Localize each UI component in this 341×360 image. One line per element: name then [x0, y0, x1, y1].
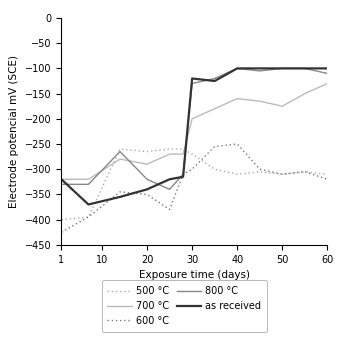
Y-axis label: Electrode potencial mV (SCE): Electrode potencial mV (SCE): [9, 55, 19, 208]
X-axis label: Exposure time (days): Exposure time (days): [139, 270, 250, 280]
Legend: 500 °C, 700 °C, 600 °C, 800 °C, as received: 500 °C, 700 °C, 600 °C, 800 °C, as recei…: [102, 280, 267, 332]
